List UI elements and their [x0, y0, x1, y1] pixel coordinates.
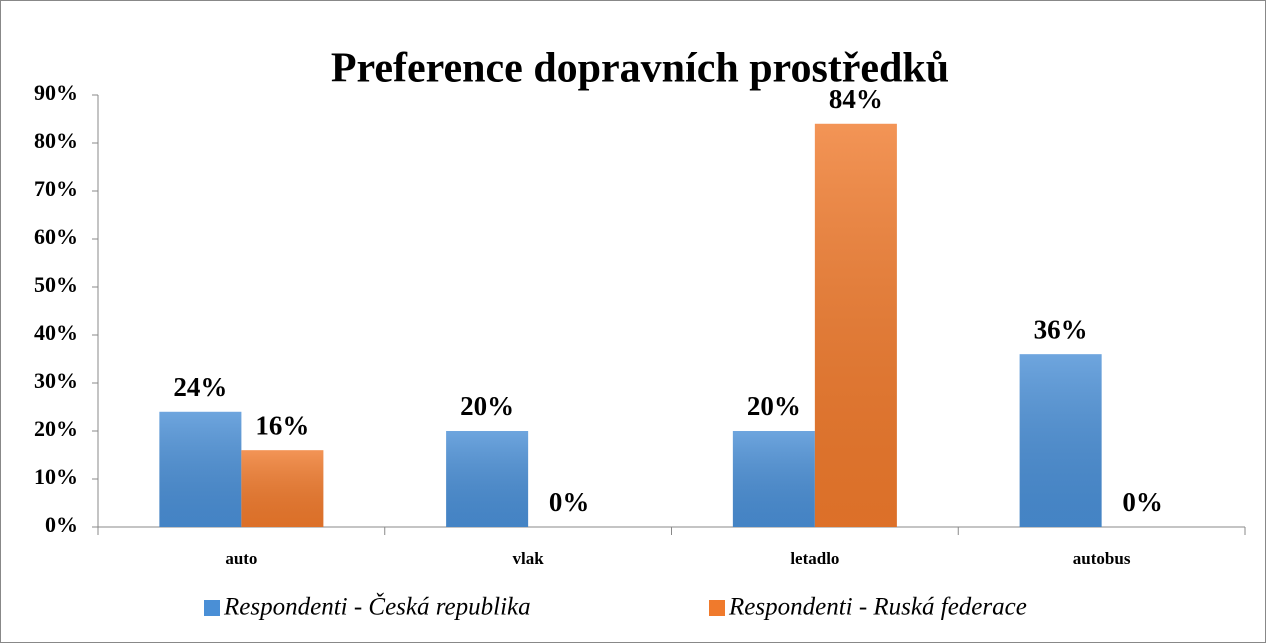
- bar-shade: [1019, 354, 1102, 527]
- chart-title: Preference dopravních prostředků: [331, 46, 949, 92]
- y-tick-label: 50%: [34, 272, 78, 297]
- y-tick-label: 20%: [34, 416, 78, 441]
- legend-label: Respondenti - Česká republika: [223, 593, 531, 621]
- legend-swatch: [709, 600, 725, 616]
- x-tick-label: letadlo: [790, 549, 839, 568]
- value-label: 84%: [829, 84, 883, 114]
- value-label: 24%: [173, 372, 227, 402]
- value-label: 36%: [1034, 314, 1088, 344]
- y-tick-label: 90%: [34, 80, 78, 105]
- y-tick-label: 0%: [45, 512, 78, 537]
- y-tick-label: 10%: [34, 464, 78, 489]
- legend-swatch: [204, 600, 220, 616]
- bar-shade: [446, 431, 529, 527]
- bar-shade: [241, 450, 324, 527]
- value-label: 0%: [549, 487, 590, 517]
- y-tick-label: 40%: [34, 320, 78, 345]
- y-tick-label: 70%: [34, 176, 78, 201]
- value-label: 20%: [460, 391, 514, 421]
- x-tick-label: autobus: [1073, 549, 1131, 568]
- x-tick-label: vlak: [513, 549, 545, 568]
- value-label: 0%: [1122, 487, 1163, 517]
- value-label: 16%: [255, 410, 309, 440]
- y-tick-label: 60%: [34, 224, 78, 249]
- x-tick-label: auto: [225, 549, 257, 568]
- bar-shade: [732, 431, 815, 527]
- legend-label: Respondenti - Ruská federace: [728, 594, 1027, 621]
- y-tick-label: 30%: [34, 368, 78, 393]
- value-label: 20%: [747, 391, 801, 421]
- bar-shade: [814, 123, 897, 528]
- y-tick-label: 80%: [34, 128, 78, 153]
- bar-shade: [159, 411, 242, 527]
